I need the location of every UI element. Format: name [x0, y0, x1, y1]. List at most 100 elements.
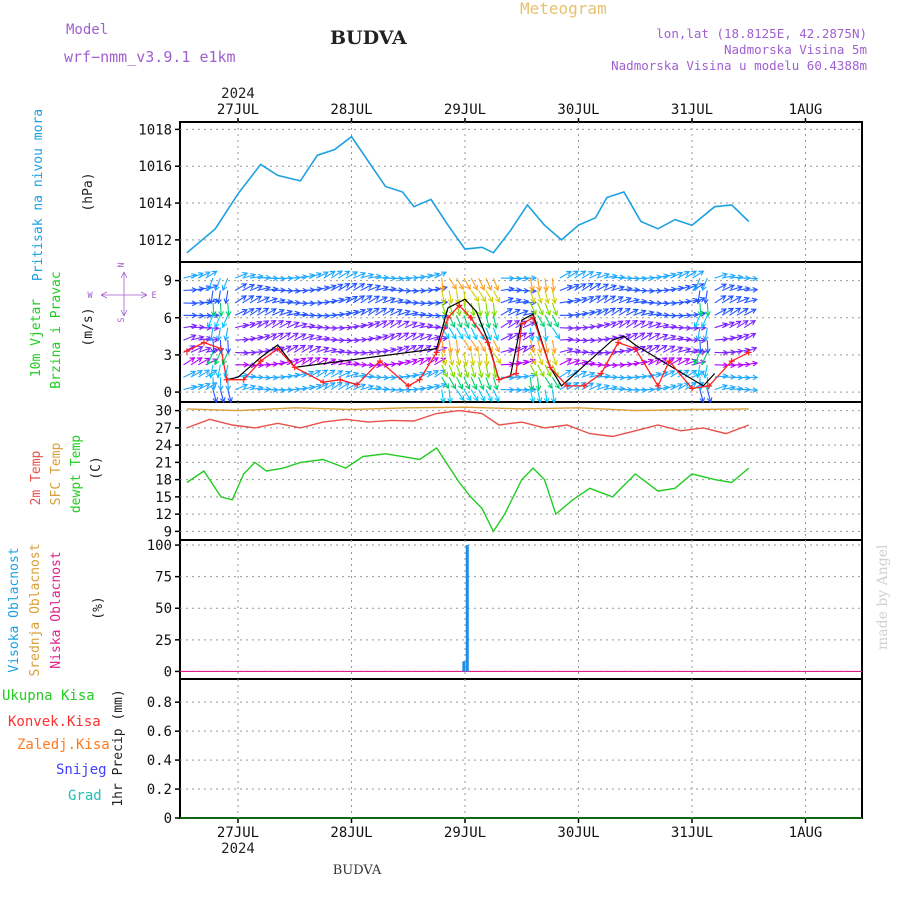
wind-arrow-icon — [215, 364, 222, 379]
day-label-top: 27JUL — [217, 102, 259, 118]
wind-arrow-icon — [440, 339, 447, 354]
wind-arrow-icon — [279, 345, 292, 353]
wind-arrow-icon — [528, 327, 535, 342]
wind-arrow-icon — [721, 284, 736, 292]
wind-arrow-icon — [353, 322, 368, 329]
wind-arrow-icon — [264, 333, 278, 341]
wind-speed-marker — [337, 376, 344, 383]
wind-arrow-icon — [227, 389, 233, 404]
wind-arrow-icon — [663, 323, 678, 330]
wind-arrow-icon — [279, 299, 294, 305]
wind-arrow-icon — [589, 295, 602, 304]
wind-arrow-icon — [736, 296, 750, 304]
wind-arrow-icon — [500, 347, 515, 353]
wind-arrow-icon — [441, 327, 450, 340]
wind-arrow-icon — [478, 290, 487, 303]
wind-arrow-icon — [242, 321, 256, 329]
wind-arrow-icon — [544, 290, 550, 305]
wind-arrow-icon — [640, 345, 653, 353]
wind-arrow-icon — [440, 389, 446, 404]
wind-arrow-icon — [462, 352, 469, 367]
wind-arrow-icon — [618, 296, 632, 304]
wind-arrow-icon — [611, 307, 624, 316]
pressure-unit: (hPa) — [81, 172, 96, 211]
wind-arrow-icon — [323, 298, 338, 305]
wind-arrow-icon — [352, 295, 366, 304]
wind-arrow-icon — [670, 346, 684, 353]
wind-arrow-icon — [537, 352, 544, 366]
wind-speed-marker — [257, 358, 264, 365]
wind-arrow-icon — [463, 339, 472, 352]
wind-arrow-icon — [581, 282, 594, 291]
wind-arrow-icon — [729, 385, 744, 392]
wind-arrow-icon — [500, 297, 514, 304]
day-label-bottom: 29JUL — [444, 825, 486, 841]
wind-arrow-icon — [208, 290, 215, 305]
sfc-temp-line — [186, 406, 749, 412]
wind-arrow-icon — [618, 320, 631, 329]
wind-arrow-icon — [744, 297, 758, 304]
wind-arrow-icon — [219, 389, 226, 404]
y-tick-label: 30 — [155, 404, 172, 420]
wind-arrow-icon — [411, 357, 425, 366]
wind-arrow-icon — [714, 272, 729, 279]
wind-speed-marker — [405, 382, 412, 389]
wind-arrow-icon — [360, 283, 374, 291]
wind-arrow-icon — [470, 302, 476, 317]
wind-arrow-icon — [448, 277, 457, 290]
wind-arrow-icon — [352, 271, 367, 279]
wind-arrow-icon — [404, 372, 419, 379]
wind-arrow-icon — [662, 334, 677, 341]
wind-arrow-icon — [316, 271, 329, 279]
wind-arrow-icon — [626, 287, 641, 293]
wind-speed-marker — [654, 382, 661, 389]
wind-arrow-icon — [566, 358, 581, 366]
wind-arrow-icon — [699, 389, 706, 404]
cloud-high-label: Visoka Oblacnost — [7, 547, 22, 672]
wind-arrow-icon — [345, 271, 359, 279]
wind-speed-marker — [183, 348, 190, 355]
wind-arrow-icon — [625, 308, 639, 316]
wind-arrow-icon — [183, 357, 196, 366]
wind-arrow-icon — [551, 302, 559, 317]
wind-arrow-icon — [625, 319, 639, 329]
wind-arrow-icon — [492, 277, 500, 292]
wind-arrow-icon — [701, 352, 708, 366]
wind-arrow-icon — [426, 324, 442, 330]
y-tick-label: 0.8 — [147, 695, 172, 711]
precip-unit: 1hr Precip (mm) — [111, 689, 126, 806]
wind-arrow-icon — [721, 307, 735, 316]
wind-arrow-icon — [633, 309, 647, 316]
wind-arrow-icon — [463, 315, 470, 329]
wind-arrow-icon — [294, 322, 308, 329]
wind-speed-marker — [240, 376, 247, 383]
wind-arrow-icon — [360, 321, 374, 329]
wind-arrow-icon — [234, 283, 248, 291]
wind-arrow-icon — [596, 308, 609, 316]
wind-arrow-icon — [234, 272, 249, 279]
wind-arrow-icon — [662, 370, 676, 378]
wind-arrow-icon — [544, 364, 552, 378]
wind-arrow-icon — [589, 282, 602, 291]
wind-arrow-icon — [485, 377, 492, 391]
wind-arrow-icon — [697, 302, 704, 318]
cloud-mid-label: Srednja Oblacnost — [28, 543, 43, 676]
wind-arrow-icon — [279, 309, 293, 316]
y-tick-label: 0.6 — [147, 724, 172, 740]
wind-arrow-icon — [221, 315, 229, 329]
panel-pressure: 1012 1014 1016 1018 — [138, 121, 863, 263]
wind-arrow-icon — [611, 296, 624, 304]
wind-speed-marker — [291, 364, 298, 371]
wind-arrow-icon — [559, 369, 572, 378]
wind-speed-marker — [632, 345, 639, 352]
watermark: made by Angel — [875, 544, 891, 650]
wind-arrow-icon — [454, 290, 461, 305]
wind-arrow-icon — [522, 332, 535, 341]
wind-arrow-icon — [294, 311, 309, 318]
compass-north: N — [117, 262, 127, 267]
wind-arrow-icon — [286, 372, 301, 379]
panel-frame — [179, 678, 863, 819]
wind-arrow-icon — [729, 320, 742, 329]
wind-arrow-icon — [500, 333, 514, 341]
y-tick-label: 0 — [164, 385, 172, 401]
